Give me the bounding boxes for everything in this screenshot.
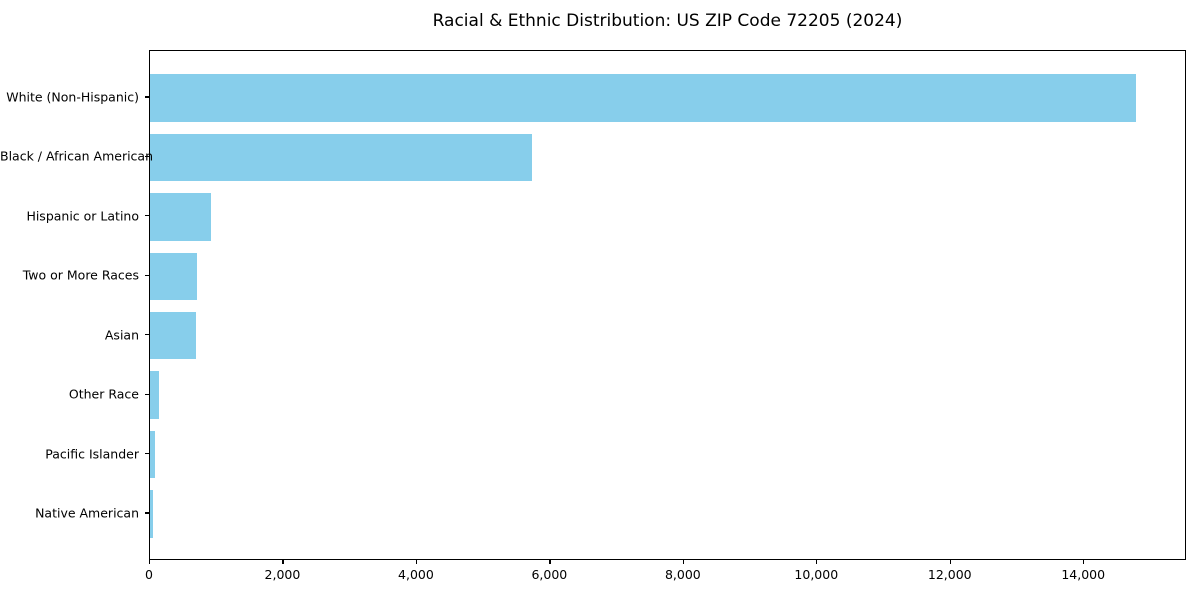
- y-tick-mark: [145, 512, 149, 514]
- x-tick-label: 8,000: [664, 567, 701, 582]
- x-tick-mark: [816, 560, 818, 564]
- y-axis-label: Pacific Islander: [45, 446, 139, 462]
- y-axis-label: Native American: [35, 505, 139, 521]
- y-tick-mark: [145, 155, 149, 157]
- x-tick-mark: [682, 560, 685, 564]
- x-tick-mark: [149, 560, 151, 564]
- y-tick-mark: [145, 393, 149, 395]
- y-axis-label: Two or More Races: [22, 267, 139, 283]
- y-tick-mark: [145, 334, 149, 336]
- bar: [150, 311, 196, 360]
- chart-title: Racial & Ethnic Distribution: US ZIP Cod…: [432, 11, 903, 31]
- y-tick-mark: [145, 215, 149, 217]
- bar: [150, 490, 153, 538]
- x-tick-mark: [282, 560, 284, 564]
- x-tick-mark: [549, 560, 551, 564]
- bar: [150, 430, 155, 479]
- bar: [150, 133, 533, 182]
- x-tick-label: 10,000: [794, 567, 839, 582]
- bar: [150, 371, 160, 419]
- plot-area: [149, 50, 1186, 560]
- y-axis-label: Other Race: [68, 386, 139, 402]
- y-axis-label: White (Non-Hispanic): [6, 89, 139, 105]
- bar: [150, 193, 212, 241]
- y-axis-label: Asian: [104, 327, 139, 343]
- y-tick-mark: [145, 274, 149, 276]
- x-tick-mark: [415, 560, 418, 564]
- x-tick-label: 14,000: [1061, 567, 1106, 582]
- y-axis-label: Black / African American: [0, 148, 154, 164]
- y-tick-mark: [145, 453, 149, 455]
- x-tick-label: 2,000: [264, 567, 301, 582]
- y-tick-mark: [145, 96, 149, 98]
- x-tick-mark: [949, 560, 951, 564]
- x-tick-label: 6,000: [531, 567, 568, 582]
- x-tick-mark: [1083, 560, 1085, 564]
- bar: [150, 252, 197, 301]
- x-tick-label: 0: [145, 567, 153, 582]
- bar: [150, 74, 1136, 122]
- x-tick-label: 4,000: [398, 567, 434, 582]
- x-tick-label: 12,000: [927, 567, 972, 582]
- y-axis-label: Hispanic or Latino: [26, 208, 139, 224]
